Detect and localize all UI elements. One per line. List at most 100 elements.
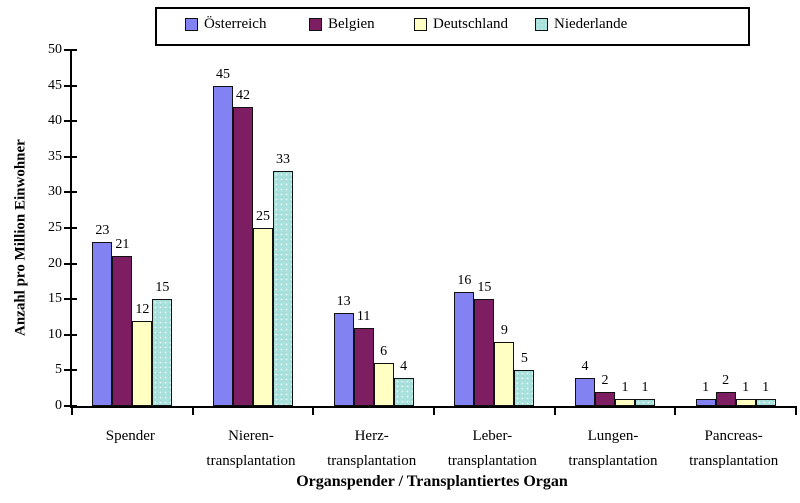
bar [615, 398, 635, 406]
y-axis-tick-label: 30 [48, 184, 62, 200]
bar-value-label: 1 [702, 379, 710, 395]
bar [635, 398, 655, 406]
bar-value-label: 4 [400, 358, 408, 374]
legend-item: Deutschland [414, 9, 508, 40]
x-axis-category-line: transplantation [206, 453, 296, 469]
bar-value-label: 12 [135, 301, 150, 317]
bar-value-label: 42 [236, 87, 250, 103]
bar-value-label: 6 [380, 344, 388, 360]
x-axis-tick [674, 406, 677, 415]
x-axis-tick [433, 406, 435, 415]
y-axis-tick-label: 45 [48, 77, 62, 93]
x-axis-tick [71, 406, 73, 415]
bar [152, 299, 173, 406]
bar-value-label: 5 [520, 351, 528, 367]
x-axis-category-label: Leber-transplantation [432, 424, 553, 474]
bar [353, 327, 374, 406]
bar-value-label: 1 [641, 379, 649, 395]
bar-value-label: 1 [762, 379, 770, 395]
y-axis-tick [64, 84, 77, 87]
y-axis-tick-label: 0 [55, 398, 62, 413]
x-axis-category-line: transplantation [689, 453, 779, 469]
bar [92, 242, 113, 406]
x-axis-category-line: Pancreas- [704, 428, 763, 444]
y-axis-tick [64, 405, 77, 407]
y-axis-tick-label: 15 [48, 291, 62, 307]
x-axis-category-label: Pancreas-transplantation [673, 424, 794, 474]
bar-value-label: 2 [722, 372, 730, 388]
legend-label: Österreich [204, 16, 267, 32]
x-axis-category-line: transplantation [568, 453, 658, 469]
bar [595, 391, 615, 406]
x-axis-category-line: Lungen- [587, 428, 639, 444]
x-axis-tick [795, 406, 797, 415]
bar [112, 256, 133, 406]
y-axis-tick [64, 227, 77, 229]
y-axis-tick [64, 369, 77, 372]
y-axis-tick-label: 10 [48, 326, 62, 342]
y-axis-tick-label: 40 [48, 113, 62, 129]
y-axis-tick [64, 49, 77, 51]
legend-item: Österreich [185, 9, 266, 40]
y-axis-tick-label: 25 [48, 220, 62, 235]
bar [233, 106, 253, 406]
y-axis-tick [64, 333, 77, 336]
bar-value-label: 15 [155, 280, 170, 296]
x-axis-category-label: Lungen-transplantation [553, 424, 674, 474]
bar [735, 398, 756, 406]
bar-value-label: 2 [601, 372, 609, 388]
x-axis-category-line: transplantation [447, 453, 537, 469]
bar-value-label: 13 [336, 294, 351, 310]
bar-value-label: 21 [115, 237, 130, 253]
bar [514, 370, 535, 406]
bar [213, 85, 233, 406]
legend-swatch-icon [185, 18, 198, 31]
bar-value-label: 33 [276, 152, 290, 168]
x-axis-category-line: Spender [105, 428, 155, 444]
legend-swatch-icon [309, 18, 322, 31]
legend-label: Belgien [328, 16, 375, 32]
x-axis-category-label: Nieren-transplantation [191, 424, 312, 474]
y-axis-tick-label: 50 [48, 42, 62, 57]
x-axis-category-line: Nieren- [228, 428, 274, 444]
x-axis-tick [553, 406, 556, 415]
legend-swatch-icon [414, 18, 427, 31]
bar-value-label: 11 [356, 308, 371, 324]
bar [494, 341, 515, 406]
x-axis-category-line: Herz- [354, 428, 389, 444]
bar [132, 320, 153, 406]
y-axis-tick [64, 120, 77, 123]
y-axis-tick-label: 5 [55, 362, 62, 378]
bar-value-label: 23 [95, 223, 110, 239]
bar [454, 292, 475, 406]
bar-value-label: 25 [256, 209, 270, 224]
bar [273, 171, 293, 406]
legend-label: Niederlande [554, 16, 628, 32]
bar [755, 398, 776, 406]
y-axis-tick [64, 155, 77, 158]
legend-swatch-icon [535, 18, 548, 31]
legend: Österreich Belgien Deutschland Niederlande [155, 7, 750, 46]
bar-value-label: 16 [457, 273, 472, 289]
x-axis-category-label: Herz-transplantation [311, 424, 432, 474]
legend-label: Deutschland [433, 16, 508, 32]
bar [474, 299, 495, 406]
bar [695, 398, 716, 406]
bar [373, 363, 394, 406]
legend-item: Niederlande [535, 9, 627, 40]
bar-value-label: 45 [216, 66, 230, 82]
x-axis-category-line: Leber- [472, 428, 513, 444]
x-axis-title: Organspender / Transplantiertes Organ [296, 473, 568, 490]
x-axis-tick [191, 406, 194, 415]
plot-area: 23 21 12 15 45 42 25 33 13 11 6 4 16 15 9 5 4 2 1 1 1 2 1 1 [64, 49, 797, 415]
bar-value-label: 9 [500, 322, 508, 338]
bar [333, 313, 354, 406]
legend-item: Belgien [309, 9, 375, 40]
y-axis-tick [64, 191, 77, 194]
x-axis-category-label: Spender [70, 424, 191, 449]
bar [715, 391, 736, 406]
bar-value-label: 1 [742, 379, 750, 395]
bar [253, 228, 273, 406]
bar [393, 377, 414, 406]
